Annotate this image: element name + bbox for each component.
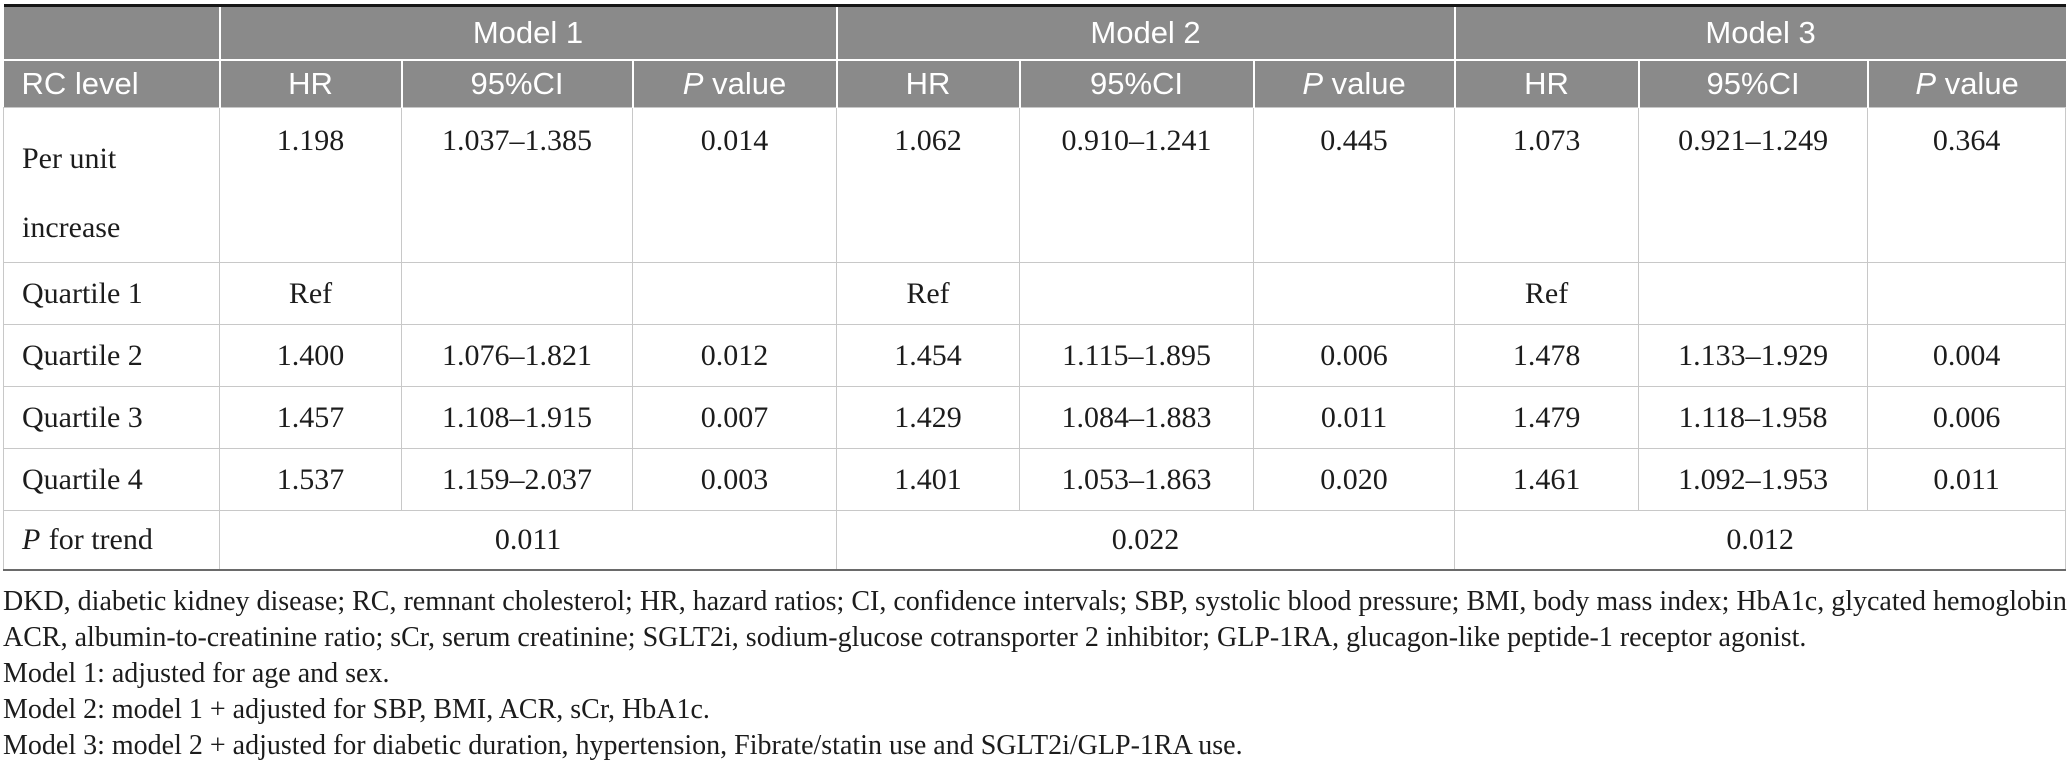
data-cell: 1.537	[219, 448, 402, 511]
data-cell: 1.400	[219, 324, 402, 387]
table-row-quartile-4: Quartile 4 1.537 1.159–2.037 0.003 1.401…	[3, 448, 2067, 511]
rc-level-header: RC level	[3, 58, 221, 108]
p-rest: value	[1331, 65, 1406, 101]
data-cell: 0.014	[631, 107, 838, 263]
table-row-quartile-1: Quartile 1 Ref Ref Ref	[3, 262, 2067, 325]
data-cell: 0.004	[1867, 324, 2067, 387]
row-label: Quartile 2	[3, 324, 220, 387]
model3-group-header: Model 3	[1453, 5, 2066, 61]
table-footnotes: DKD, diabetic kidney disease; RC, remnan…	[3, 584, 2068, 764]
table-row-quartile-2: Quartile 2 1.400 1.076–1.821 0.012 1.454…	[3, 324, 2067, 387]
data-cell: 0.011	[1867, 448, 2067, 511]
data-cell: 1.073	[1454, 107, 1640, 263]
data-cell: 1.478	[1454, 324, 1640, 387]
row-label: Quartile 4	[3, 448, 220, 511]
table-header: Model 1 Model 2 Model 3 RC level HR 95%C…	[3, 5, 2066, 108]
data-cell: 1.429	[836, 386, 1021, 449]
data-cell: 0.921–1.249	[1638, 107, 1869, 263]
row-label: Per unit increase	[3, 107, 220, 263]
data-cell: 1.198	[219, 107, 402, 263]
data-cell	[1253, 262, 1456, 325]
m2-hr-header: HR	[835, 58, 1021, 108]
data-cell: 1.461	[1454, 448, 1640, 511]
table-row-per-unit-increase: Per unit increase 1.198 1.037–1.385 0.01…	[3, 107, 2067, 263]
row-label: Quartile 3	[3, 386, 220, 449]
p-rest: value	[712, 65, 787, 101]
p-rest: value	[1944, 65, 2019, 101]
data-cell: 1.108–1.915	[401, 386, 633, 449]
data-cell: 0.006	[1867, 386, 2067, 449]
footnote-model1: Model 1: adjusted for age and sex.	[3, 657, 390, 689]
m2-ci-header: 95%CI	[1018, 58, 1255, 108]
data-cell: 1.118–1.958	[1638, 386, 1869, 449]
corner-cell	[3, 5, 221, 61]
data-cell: 1.084–1.883	[1019, 386, 1255, 449]
data-cell: 0.003	[631, 448, 838, 511]
trend-cell-model2: 0.022	[836, 510, 1456, 571]
model2-group-header: Model 2	[835, 5, 1456, 61]
data-cell: 1.062	[836, 107, 1021, 263]
data-cell: 1.092–1.953	[1638, 448, 1869, 511]
m3-hr-header: HR	[1453, 58, 1640, 108]
table-row-quartile-3: Quartile 3 1.457 1.108–1.915 0.007 1.429…	[3, 386, 2067, 449]
p-italic: P	[1302, 65, 1323, 101]
data-cell	[401, 262, 633, 325]
data-cell: 0.445	[1253, 107, 1456, 263]
data-cell: 1.401	[836, 448, 1021, 511]
data-cell: 1.457	[219, 386, 402, 449]
data-cell: 0.364	[1867, 107, 2067, 263]
data-cell: 1.159–2.037	[401, 448, 633, 511]
table-body: Per unit increase 1.198 1.037–1.385 0.01…	[3, 107, 2067, 571]
data-cell: 1.115–1.895	[1019, 324, 1255, 387]
p-italic: P	[22, 522, 41, 556]
model1-group-header: Model 1	[218, 5, 838, 61]
footnote-model2: Model 2: model 1 + adjusted for SBP, BMI…	[3, 693, 710, 725]
m1-hr-header: HR	[218, 58, 403, 108]
p-trend-rest: for trend	[48, 522, 153, 556]
model-header-row: Model 1 Model 2 Model 3	[3, 5, 2066, 61]
data-cell: 0.007	[631, 386, 838, 449]
footnote-abbreviations-line1: DKD, diabetic kidney disease; RC, remnan…	[3, 585, 2068, 617]
data-cell: 0.011	[1253, 386, 1456, 449]
p-italic: P	[1915, 65, 1937, 101]
row-label: Quartile 1	[3, 262, 220, 325]
data-cell: 1.133–1.929	[1638, 324, 1869, 387]
data-cell: Ref	[1454, 262, 1640, 325]
data-cell: 1.037–1.385	[401, 107, 633, 263]
data-cell: Ref	[219, 262, 402, 325]
p-italic: P	[682, 65, 704, 101]
trend-cell-model3: 0.012	[1454, 510, 2067, 571]
data-cell	[1638, 262, 1869, 325]
data-cell: 0.012	[631, 324, 838, 387]
hazard-ratio-table: Model 1 Model 2 Model 3 RC level HR 95%C…	[3, 4, 2067, 571]
footnote-model3: Model 3: model 2 + adjusted for diabetic…	[3, 729, 1243, 761]
data-cell: Ref	[836, 262, 1021, 325]
data-cell: 1.076–1.821	[401, 324, 633, 387]
data-cell: 0.020	[1253, 448, 1456, 511]
trend-cell-model1: 0.011	[218, 510, 838, 571]
data-cell: 1.053–1.863	[1019, 448, 1255, 511]
m3-ci-header: 95%CI	[1637, 58, 1869, 108]
data-cell	[1867, 262, 2067, 325]
data-cell	[631, 262, 838, 325]
data-cell: 0.006	[1253, 324, 1456, 387]
footnote-abbreviations-line2: ACR, albumin-to-creatinine ratio; sCr, s…	[3, 621, 1807, 653]
m1-ci-header: 95%CI	[400, 58, 634, 108]
data-cell	[1019, 262, 1255, 325]
data-cell: 1.479	[1454, 386, 1640, 449]
data-cell: 1.454	[836, 324, 1021, 387]
data-cell: 0.910–1.241	[1019, 107, 1255, 263]
